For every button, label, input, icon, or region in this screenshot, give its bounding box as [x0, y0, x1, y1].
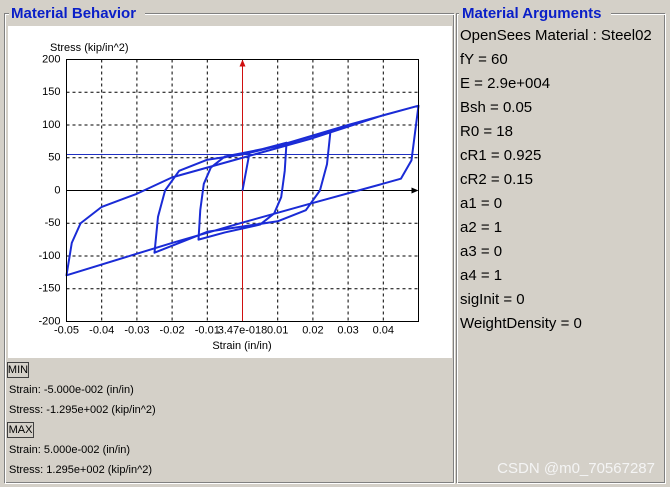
argument-line: a3 = 0	[460, 243, 502, 260]
y-tick-label: -200	[38, 315, 60, 327]
argument-line: Bsh = 0.05	[460, 99, 532, 116]
max-button-label[interactable]: MAX	[9, 424, 34, 436]
x-tick-label: 0.02	[302, 324, 323, 336]
min-button-label[interactable]: MIN	[8, 364, 28, 376]
title-backdrop	[9, 5, 145, 23]
y-axis-label: Stress (kip/in^2)	[50, 42, 129, 54]
group-box-highlight	[5, 14, 455, 484]
y-tick-label: 150	[42, 86, 60, 98]
argument-line: WeightDensity = 0	[460, 315, 582, 332]
y-tick-label: 100	[42, 119, 60, 131]
y-tick-label: 0	[54, 184, 60, 196]
y-tick-label: -50	[45, 217, 61, 229]
y-tick-label: -150	[38, 283, 60, 295]
y-tick-label: 50	[48, 152, 60, 164]
max-stress: Stress: 1.295e+002 (kip/in^2)	[9, 464, 152, 476]
argument-line: a1 = 0	[460, 195, 502, 212]
x-axis-arrow	[411, 187, 419, 194]
x-tick-label: 3.47e-018	[218, 324, 268, 336]
plot-frame	[66, 59, 419, 322]
min-button[interactable]	[7, 362, 29, 378]
title-backdrop	[459, 5, 611, 23]
arguments-list: OpenSees Material : Steel02 fY = 60 E = 2.…	[460, 27, 652, 332]
argument-line: OpenSees Material : Steel02	[460, 27, 652, 44]
x-tick-label: 0.01	[267, 324, 288, 336]
min-strain: Strain: -5.000e-002 (in/in)	[9, 384, 134, 396]
x-tick-label: 0.04	[373, 324, 394, 336]
argument-line: fY = 60	[460, 51, 508, 68]
x-tick-label: -0.01	[195, 324, 220, 336]
hysteresis-curve	[65, 104, 420, 277]
x-tick-label: -0.02	[160, 324, 185, 336]
max-strain: Strain: 5.000e-002 (in/in)	[9, 444, 130, 456]
argument-line: a4 = 1	[460, 267, 502, 284]
group-box	[4, 13, 454, 483]
argument-line: cR1 = 0.925	[460, 147, 541, 164]
x-tick-label: 0.03	[337, 324, 358, 336]
x-tick-label: -0.04	[89, 324, 114, 336]
chart-background	[8, 26, 452, 358]
group-title: Material Behavior	[11, 5, 136, 22]
watermark: CSDN @m0_70567287	[497, 460, 655, 477]
argument-line: sigInit = 0	[460, 291, 525, 308]
argument-line: E = 2.9e+004	[460, 75, 550, 92]
argument-line: R0 = 18	[460, 123, 513, 140]
group-title: Material Arguments	[462, 5, 601, 22]
max-button[interactable]	[7, 422, 34, 438]
argument-line: a2 = 1	[460, 219, 502, 236]
x-tick-label: -0.05	[54, 324, 79, 336]
x-tick-label: -0.03	[124, 324, 149, 336]
min-stress: Stress: -1.295e+002 (kip/in^2)	[9, 404, 156, 416]
y-axis-arrow	[239, 59, 246, 67]
argument-line: cR2 = 0.15	[460, 171, 533, 188]
y-tick-label: 200	[42, 53, 60, 65]
x-axis-label: Strain (in/in)	[212, 340, 271, 352]
y-tick-label: -100	[38, 250, 60, 262]
